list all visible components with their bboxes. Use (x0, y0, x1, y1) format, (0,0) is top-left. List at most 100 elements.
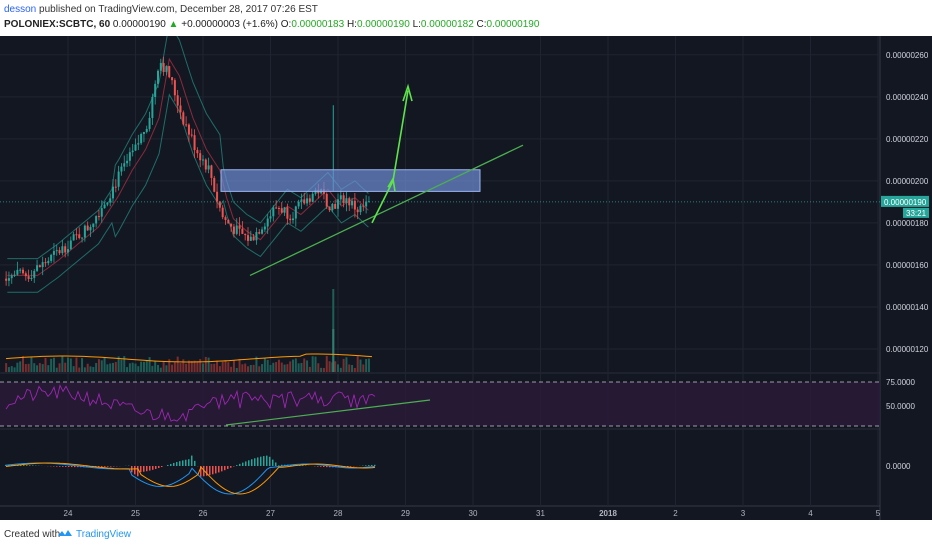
candle-body (173, 80, 176, 96)
volume-bar (148, 357, 151, 372)
macd-histogram-bar (23, 465, 25, 466)
macd-histogram-bar (251, 459, 253, 466)
candle-body (199, 153, 202, 161)
volume-bar (202, 363, 204, 372)
candle-body (365, 201, 368, 207)
candle-body (97, 216, 100, 218)
volume-bar (69, 358, 72, 372)
volume-bar (339, 367, 342, 372)
candle-body (126, 160, 129, 164)
bb-upper (7, 36, 369, 260)
change-arrow-icon: ▲ (168, 19, 179, 30)
macd-histogram-bar (26, 465, 28, 466)
price-chart[interactable]: 0.00000260 0.00000240 0.00000220 0.00000200… (0, 36, 932, 520)
volume-bar (277, 359, 280, 372)
volume-bar (275, 362, 278, 372)
macd-histogram-bar (179, 461, 181, 466)
rsi-trendline (225, 399, 431, 426)
volume-bar (140, 361, 143, 372)
volume-bar (351, 365, 354, 372)
candle-body (303, 199, 306, 204)
volume-bar (353, 367, 356, 372)
macd-histogram-bar (200, 466, 202, 477)
candle-body (300, 199, 303, 202)
macd-histogram-bar (158, 466, 160, 469)
candle-body (86, 225, 89, 231)
candle-body (306, 198, 309, 204)
volume-bar (33, 363, 36, 372)
macd-histogram-bar (173, 462, 175, 466)
macd-histogram-bar (245, 461, 247, 466)
volume-bar (128, 363, 131, 372)
x-tick-label: 3 (741, 509, 746, 518)
chart-area[interactable]: 0.00000260 0.00000240 0.00000220 0.00000200… (0, 36, 932, 520)
volume-bar (263, 358, 266, 372)
volume-bar (134, 363, 137, 372)
volume-bar (61, 356, 64, 372)
candle-body (179, 105, 182, 113)
candle-body (134, 144, 137, 151)
volume-bar (314, 356, 317, 372)
candle-body (123, 163, 126, 167)
volume-bar (106, 364, 109, 372)
volume-bar (345, 357, 348, 372)
candle-body (196, 150, 199, 154)
volume-bar (261, 364, 264, 372)
volume-bar (154, 361, 157, 372)
macd-histogram-bar (257, 457, 259, 466)
published-text: published on TradingView.com, December 2… (39, 4, 318, 15)
volume-bar (337, 364, 339, 372)
candle-body (95, 216, 98, 224)
candle-body (128, 152, 131, 161)
macd-histogram-bar (182, 460, 184, 466)
volume-bar (86, 363, 89, 372)
price-change: +0.00000003 (+1.6%) (181, 19, 278, 30)
candle-body (221, 207, 224, 218)
volume-bar (50, 358, 53, 372)
macd-histogram-bar (347, 466, 349, 467)
candle-body (22, 269, 24, 274)
drawings[interactable] (220, 83, 524, 277)
macd-histogram-bar (230, 466, 232, 468)
x-tick-label: 26 (199, 509, 208, 518)
x-tick-label: 5 (876, 509, 881, 518)
volume-bar (216, 360, 219, 372)
macd-histogram-bar (221, 466, 223, 472)
candle-body (114, 186, 117, 188)
volume-bar (64, 362, 67, 372)
volume-bar (238, 358, 241, 372)
volume-bar (75, 357, 78, 372)
breakout-arrow (371, 180, 394, 224)
macd-histogram-bar (368, 465, 370, 466)
macd-histogram-bar (374, 464, 376, 466)
candle-body (78, 234, 81, 238)
candle-body (252, 236, 255, 241)
macd-histogram-bar (302, 465, 304, 466)
tradingview-brand[interactable]: TradingView (76, 529, 132, 540)
candle-body (249, 236, 252, 241)
candle-body (202, 159, 204, 161)
candle-body (137, 143, 140, 145)
macd-histogram-bar (149, 466, 151, 471)
macd-histogram-bar (224, 466, 226, 471)
volume-bar (47, 365, 50, 372)
macd-histogram-bar (248, 460, 250, 466)
candle-body (171, 77, 174, 81)
volume-bar (221, 361, 224, 372)
open-label: O: (280, 19, 292, 30)
open-value: 0.00000183 (291, 19, 345, 30)
candle-body (232, 226, 235, 234)
candle-body (235, 225, 238, 234)
volume-bar (230, 366, 233, 372)
macd-histogram-bar (212, 466, 214, 475)
author-link[interactable]: desson (4, 4, 37, 15)
volume-bar (159, 367, 162, 372)
price-tick-label: 0.00000120 (886, 345, 929, 354)
volume-bar (193, 360, 196, 372)
volume-bar (89, 366, 92, 372)
volume-bars (5, 289, 373, 372)
candle-body (337, 199, 339, 209)
macd-histogram-bar (161, 466, 163, 468)
volume-bar (126, 367, 129, 372)
volume-bar (157, 364, 159, 372)
